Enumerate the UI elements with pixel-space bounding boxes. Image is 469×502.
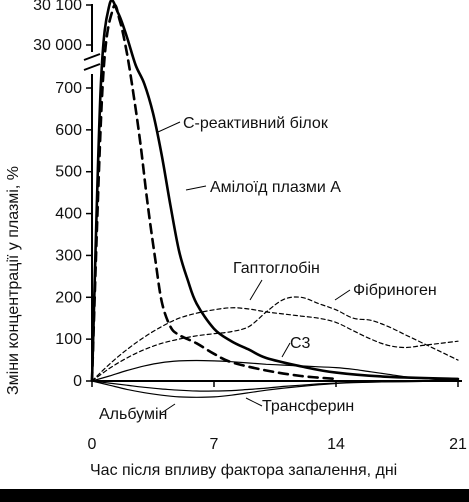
series-line-albumin <box>91 380 459 398</box>
leader-line-saa <box>185 185 207 191</box>
y-tick-label: 500 <box>55 164 82 181</box>
leader-line-fibrinogen <box>334 289 351 301</box>
x-tick-label: 7 <box>210 436 219 453</box>
leader-line-transferrin <box>245 397 263 407</box>
y-tick-label: 300 <box>55 247 82 264</box>
x-tick-label: 14 <box>327 436 345 453</box>
leader-line-c3 <box>281 342 291 358</box>
series-label-c3: C3 <box>290 335 311 352</box>
y-tick-label: 30 000 <box>33 37 82 54</box>
x-tick-label: 21 <box>449 436 467 453</box>
y-tick-label: 700 <box>55 80 82 97</box>
series-line-c3 <box>91 359 459 382</box>
tick-labels: 0 100 200 300 400 500 600 700 30 000 30 100 0 7 14 21 <box>33 0 467 453</box>
y-tick-label: 200 <box>55 289 82 306</box>
bottom-border <box>0 489 469 502</box>
leader-line-albumin <box>159 403 176 415</box>
y-tick-label: 600 <box>55 122 82 139</box>
y-tick-label: 400 <box>55 206 82 223</box>
series-label-haptoglobin: Гаптоглобін <box>233 260 320 277</box>
series-label-transferrin: Трансферин <box>262 398 354 415</box>
series-labels: С-реактивний білок Амілоїд плазми А Гапт… <box>99 115 437 423</box>
leader-line-crp <box>157 121 181 133</box>
y-axis-title: Зміни концентрації у плазмі, % <box>5 166 22 395</box>
x-axis-title: Час після впливу фактора запалення, дні <box>90 462 397 479</box>
leader-line-haptoglobin <box>249 279 263 301</box>
series-label-crp: С-реактивний білок <box>183 115 329 132</box>
series-label-fibrinogen: Фібриноген <box>353 282 437 299</box>
series-line-haptoglobin <box>91 307 459 382</box>
series-lines <box>90 0 460 415</box>
series-line-saa <box>90 3 338 383</box>
x-tick-label: 0 <box>88 436 97 453</box>
axis-break-mark <box>83 53 101 71</box>
series-label-saa: Амілоїд плазми А <box>210 179 341 196</box>
y-tick-label: 30 100 <box>33 0 82 14</box>
series-line-crp <box>90 0 460 383</box>
series-line-fibrinogen <box>91 296 459 382</box>
series-label-albumin: Альбумін <box>99 406 167 423</box>
y-tick-label: 0 <box>73 373 82 390</box>
y-tick-label: 100 <box>55 331 82 348</box>
axes <box>83 4 462 387</box>
